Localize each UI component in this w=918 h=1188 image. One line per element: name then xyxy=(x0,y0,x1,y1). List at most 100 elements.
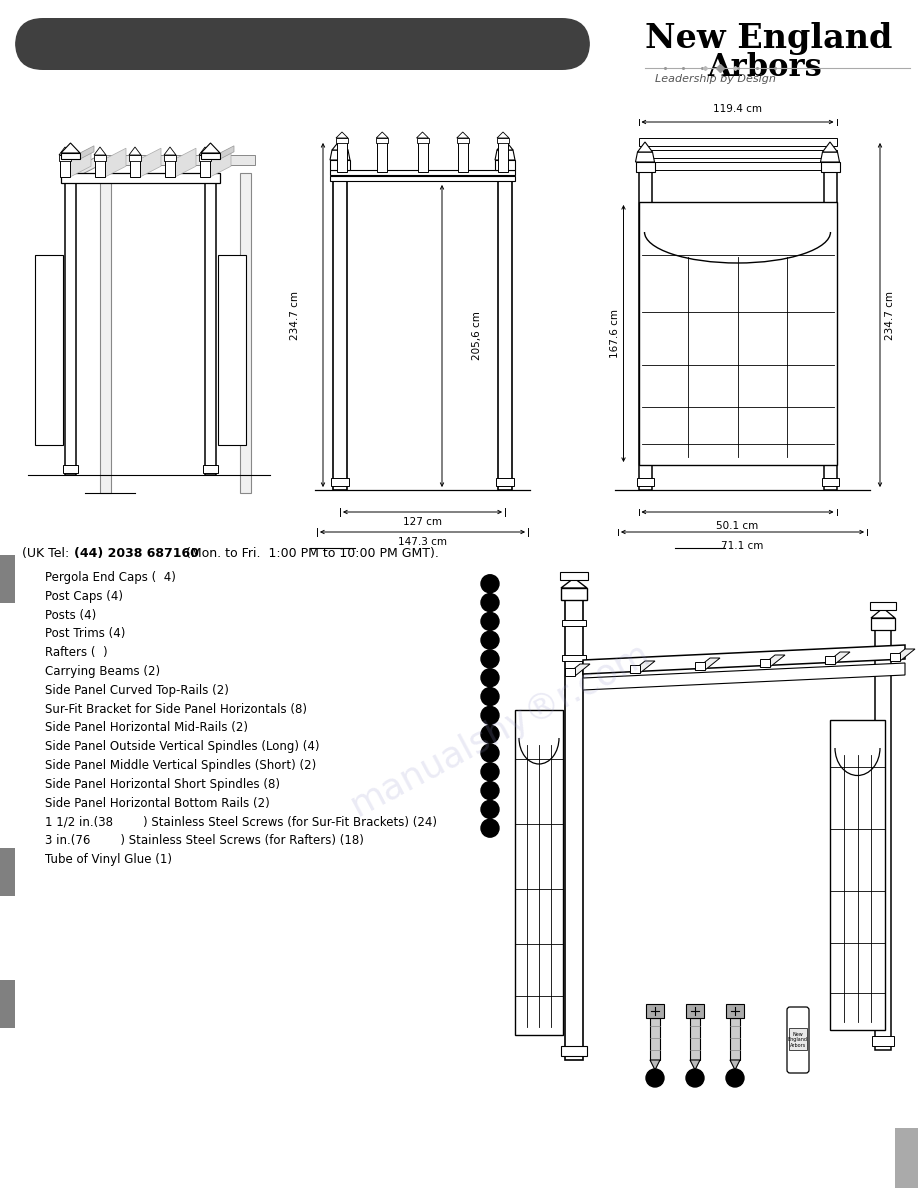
Bar xyxy=(561,1045,587,1056)
Bar xyxy=(639,138,836,146)
Text: Rafters (  ): Rafters ( ) xyxy=(45,646,107,659)
Bar xyxy=(726,1004,744,1018)
Bar xyxy=(100,173,111,493)
Polygon shape xyxy=(457,132,469,138)
Polygon shape xyxy=(695,658,720,670)
Text: 205,6 cm: 205,6 cm xyxy=(472,311,482,360)
Bar xyxy=(0,980,15,1028)
Bar xyxy=(330,170,515,175)
Polygon shape xyxy=(220,146,234,159)
Circle shape xyxy=(481,669,499,687)
Polygon shape xyxy=(497,132,509,138)
Bar xyxy=(331,478,349,486)
Bar xyxy=(60,159,70,177)
Text: 127 cm: 127 cm xyxy=(403,517,442,527)
Bar xyxy=(218,255,246,446)
Circle shape xyxy=(481,688,499,706)
Bar xyxy=(496,478,514,486)
Bar xyxy=(495,160,515,170)
Text: 71.1 cm: 71.1 cm xyxy=(722,541,764,551)
Bar xyxy=(61,153,80,159)
Polygon shape xyxy=(565,668,575,676)
Bar xyxy=(200,159,210,177)
Polygon shape xyxy=(871,608,895,618)
Polygon shape xyxy=(497,140,513,150)
FancyBboxPatch shape xyxy=(787,1007,809,1073)
Bar xyxy=(730,1018,740,1060)
Polygon shape xyxy=(561,579,587,588)
Text: Side Panel Horizontal Bottom Rails (2): Side Panel Horizontal Bottom Rails (2) xyxy=(45,797,270,809)
Bar xyxy=(561,588,587,600)
Bar xyxy=(165,159,175,177)
Polygon shape xyxy=(821,152,839,162)
Circle shape xyxy=(481,744,499,762)
Bar xyxy=(61,173,220,183)
Polygon shape xyxy=(336,132,348,138)
Bar xyxy=(337,140,347,172)
Polygon shape xyxy=(637,143,653,152)
Polygon shape xyxy=(94,147,106,154)
Polygon shape xyxy=(70,148,91,177)
Text: (UK Tel:: (UK Tel: xyxy=(22,546,73,560)
Text: Pergola End Caps (  4): Pergola End Caps ( 4) xyxy=(45,571,176,584)
Text: Sur-Fit Bracket for Side Panel Horizontals (8): Sur-Fit Bracket for Side Panel Horizonta… xyxy=(45,702,307,715)
Text: 234.7 cm: 234.7 cm xyxy=(885,291,895,340)
Text: 50.1 cm: 50.1 cm xyxy=(716,522,758,531)
Text: Post Trims (4): Post Trims (4) xyxy=(45,627,126,640)
Bar xyxy=(417,138,429,143)
Bar xyxy=(333,170,347,489)
Bar xyxy=(330,176,515,181)
Polygon shape xyxy=(690,1060,700,1070)
Circle shape xyxy=(646,1069,664,1087)
Bar xyxy=(0,555,15,604)
Polygon shape xyxy=(565,664,590,676)
Polygon shape xyxy=(890,653,900,661)
Text: 234.7 cm: 234.7 cm xyxy=(290,291,300,340)
Polygon shape xyxy=(330,150,350,160)
Polygon shape xyxy=(80,146,94,159)
Text: (Mon. to Fri.  1:00 PM to 10:00 PM GMT).: (Mon. to Fri. 1:00 PM to 10:00 PM GMT). xyxy=(182,546,439,560)
Circle shape xyxy=(481,650,499,668)
Text: New England: New England xyxy=(645,23,892,55)
Text: 3 in.(76        ) Stainless Steel Screws (for Rafters) (18): 3 in.(76 ) Stainless Steel Screws (for R… xyxy=(45,834,364,847)
Polygon shape xyxy=(61,143,80,153)
Polygon shape xyxy=(332,140,348,150)
Bar xyxy=(565,600,583,1060)
Polygon shape xyxy=(105,148,126,177)
Bar xyxy=(65,154,76,475)
Bar xyxy=(639,162,836,170)
Circle shape xyxy=(481,594,499,612)
Text: Posts (4): Posts (4) xyxy=(45,608,96,621)
Bar xyxy=(457,138,469,143)
Circle shape xyxy=(726,1069,744,1087)
Bar xyxy=(240,173,251,493)
Text: Side Panel Curved Top-Rails (2): Side Panel Curved Top-Rails (2) xyxy=(45,684,229,697)
Text: Leadership by Design: Leadership by Design xyxy=(655,74,776,84)
Circle shape xyxy=(481,631,499,649)
Bar xyxy=(895,1127,918,1188)
Polygon shape xyxy=(175,148,196,177)
Bar xyxy=(870,602,896,609)
Bar xyxy=(96,154,255,165)
Bar xyxy=(199,154,211,162)
Bar xyxy=(686,1004,704,1018)
Polygon shape xyxy=(65,154,100,183)
Bar xyxy=(35,255,63,446)
Bar xyxy=(690,1018,700,1060)
Bar xyxy=(164,154,176,162)
Polygon shape xyxy=(59,147,71,154)
Polygon shape xyxy=(630,661,655,672)
Text: Side Panel Middle Vertical Spindles (Short) (2): Side Panel Middle Vertical Spindles (Sho… xyxy=(45,759,316,772)
FancyBboxPatch shape xyxy=(15,18,590,70)
Polygon shape xyxy=(730,1060,740,1070)
Text: Carrying Beams (2): Carrying Beams (2) xyxy=(45,665,160,678)
Polygon shape xyxy=(760,659,770,666)
Bar xyxy=(789,1028,807,1050)
Bar xyxy=(822,478,838,486)
Polygon shape xyxy=(825,652,850,664)
Bar xyxy=(562,620,586,626)
Bar xyxy=(377,140,387,172)
Bar xyxy=(823,172,836,489)
Bar xyxy=(418,140,428,172)
Bar xyxy=(821,162,839,172)
